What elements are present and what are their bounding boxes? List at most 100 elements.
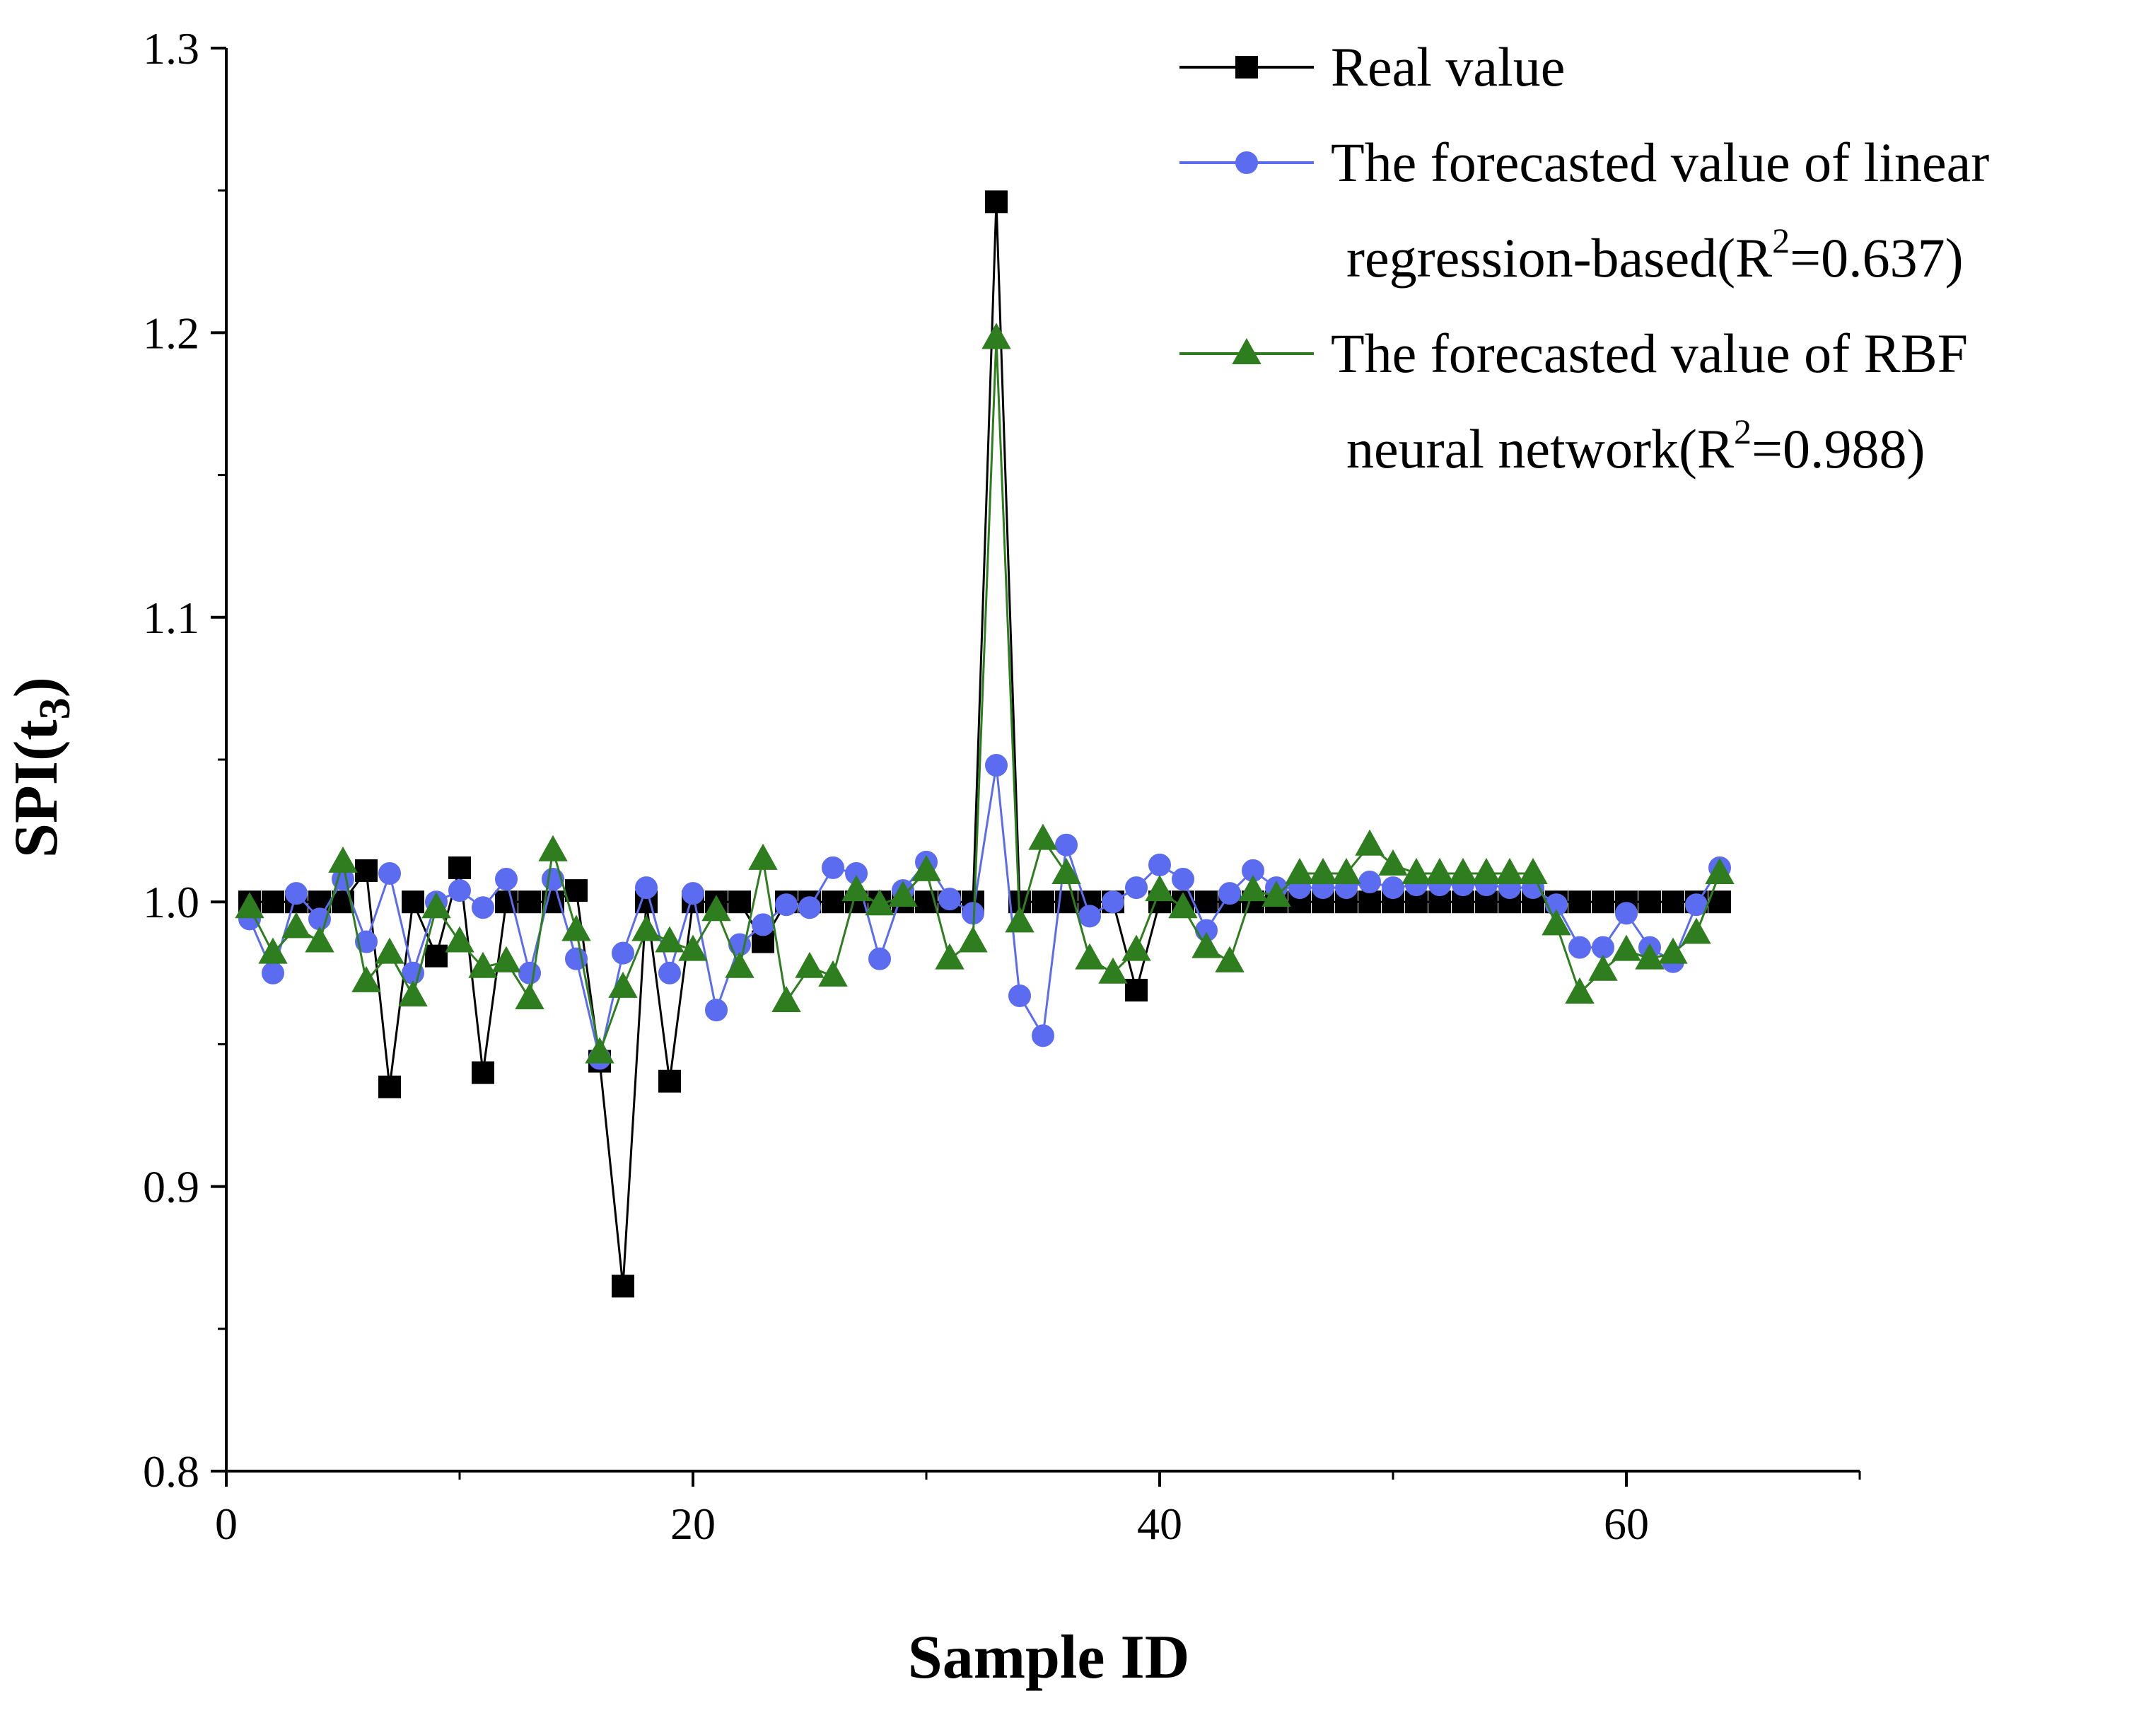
data-point-real-value	[378, 1075, 401, 1098]
data-point-linear-regression	[938, 888, 961, 911]
data-point-rbf	[631, 914, 661, 941]
legend-entry-linear-regression: The forecasted value of linear regression…	[1179, 132, 1989, 289]
data-point-rbf	[1191, 931, 1221, 958]
legend-label: neural network(R2=0.988)	[1346, 412, 1925, 480]
data-point-rbf	[1402, 857, 1431, 884]
y-tick-label: 0.8	[143, 1446, 199, 1497]
data-point-rbf	[1355, 829, 1385, 856]
data-point-linear-regression	[798, 896, 821, 919]
data-point-rbf	[1588, 954, 1618, 981]
data-point-rbf	[351, 965, 381, 992]
x-tick-label: 0	[215, 1499, 238, 1549]
data-point-real-value	[355, 859, 378, 882]
data-point-linear-regression	[285, 882, 308, 905]
data-point-rbf	[1005, 906, 1035, 933]
data-point-rbf	[701, 895, 731, 922]
data-point-linear-regression	[495, 868, 518, 891]
data-point-linear-regression	[1568, 936, 1591, 959]
data-point-linear-regression	[612, 941, 634, 965]
data-point-linear-regression	[752, 913, 774, 936]
data-point-rbf	[1075, 943, 1105, 970]
data-point-linear-regression	[448, 879, 471, 902]
data-point-rbf	[865, 889, 895, 916]
data-point-rbf	[1308, 857, 1338, 884]
data-point-real-value	[822, 890, 844, 914]
data-point-real-value	[1638, 890, 1661, 914]
data-point-linear-regression	[822, 856, 844, 879]
data-point-rbf	[305, 926, 334, 953]
data-point-real-value	[1592, 890, 1614, 914]
data-point-rbf	[911, 854, 941, 881]
legend-marker-square	[1235, 56, 1258, 79]
y-tick-label: 1.1	[143, 593, 199, 643]
legend-label-text: neural network(R	[1346, 418, 1734, 480]
data-point-rbf	[1565, 977, 1595, 1004]
data-point-linear-regression	[1358, 871, 1381, 894]
data-point-rbf	[375, 937, 404, 964]
data-point-real-value	[1568, 890, 1591, 914]
data-point-rbf	[281, 912, 311, 939]
x-tick-label: 20	[670, 1499, 716, 1549]
data-point-rbf	[1051, 857, 1081, 884]
data-point-rbf	[725, 951, 754, 978]
data-point-rbf	[445, 926, 474, 953]
data-point-linear-regression	[1055, 833, 1078, 856]
legend-label-text: The forecasted value of linear	[1331, 132, 1989, 193]
data-point-real-value	[612, 1274, 634, 1298]
data-point-linear-regression	[1125, 876, 1148, 900]
data-point-real-value	[1195, 890, 1218, 914]
legend-label-text: Real value	[1331, 36, 1565, 98]
data-point-rbf	[421, 892, 451, 919]
data-point-real-value	[1662, 890, 1684, 914]
data-point-rbf	[585, 1037, 614, 1064]
data-point-linear-regression	[518, 961, 541, 985]
legend-entry-rbf: The forecasted value of RBF neural networ…	[1179, 323, 1968, 480]
data-point-rbf	[1215, 946, 1245, 972]
series-line-rbf	[248, 337, 1721, 1054]
data-point-rbf	[1542, 909, 1571, 936]
series-linear-regression	[238, 754, 1731, 1070]
data-point-rbf	[1168, 892, 1198, 919]
data-point-real-value	[262, 890, 284, 914]
data-point-rbf	[235, 892, 264, 919]
data-point-rbf	[1612, 934, 1641, 961]
data-point-linear-regression	[658, 961, 681, 985]
data-point-rbf	[748, 843, 778, 870]
data-point-real-value	[728, 890, 751, 914]
data-point-rbf	[468, 951, 498, 978]
legend-label-suffix: =0.988)	[1752, 418, 1925, 480]
data-point-rbf	[1238, 875, 1268, 902]
data-point-rbf	[1635, 943, 1665, 970]
y-tick-label: 1.2	[143, 308, 199, 358]
data-point-rbf	[258, 937, 288, 964]
data-point-real-value	[448, 856, 471, 879]
data-point-rbf	[655, 926, 684, 953]
data-point-rbf	[771, 985, 801, 1013]
data-point-real-value	[425, 944, 448, 968]
data-point-linear-regression	[1032, 1024, 1054, 1047]
legend-label-superscript: 2	[1734, 412, 1752, 451]
data-point-linear-regression	[472, 896, 494, 919]
data-point-linear-regression	[705, 999, 728, 1022]
data-point-real-value	[1032, 890, 1054, 914]
x-axis-title: Sample ID	[908, 1623, 1190, 1692]
legend-label-text: regression-based(R	[1346, 227, 1772, 289]
x-tick-label: 40	[1137, 1499, 1182, 1549]
data-point-rbf	[818, 960, 848, 987]
y-tick-label: 0.9	[143, 1162, 199, 1212]
data-point-rbf	[958, 926, 988, 953]
data-point-rbf	[1121, 934, 1151, 961]
data-point-real-value	[565, 879, 588, 902]
data-point-rbf	[1285, 857, 1315, 884]
data-point-real-value	[472, 1061, 494, 1084]
legend-label-superscript: 2	[1772, 221, 1790, 260]
data-point-real-value	[402, 890, 424, 914]
legend-label: The forecasted value of linear	[1331, 132, 1989, 193]
data-point-linear-regression	[868, 947, 891, 970]
data-point-rbf	[1028, 823, 1058, 850]
data-point-real-value	[1708, 890, 1731, 914]
data-point-rbf	[981, 323, 1011, 349]
data-point-rbf	[1448, 857, 1478, 884]
data-point-real-value	[1125, 978, 1148, 1001]
data-point-rbf	[935, 943, 965, 970]
